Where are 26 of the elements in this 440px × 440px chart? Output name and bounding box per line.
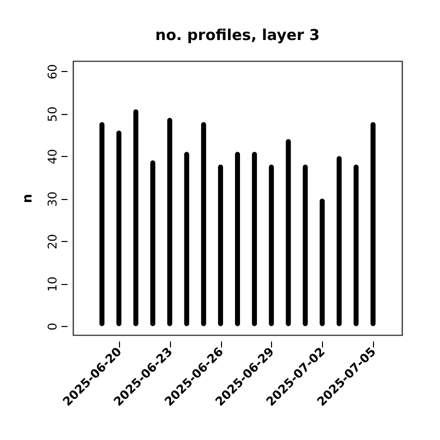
bar [268,164,274,326]
y-tick-label: 0 [46,322,60,330]
bar [286,139,291,326]
bar [370,122,376,326]
y-tick-label: 60 [46,64,60,80]
y-tick-label: 50 [46,106,60,122]
bar [201,122,206,326]
bar [150,160,156,326]
bar [116,130,122,326]
bar [336,156,342,326]
bar [184,152,190,326]
y-tick-label: 10 [46,276,60,292]
bar [354,164,359,326]
bar [133,109,138,326]
y-tick-label: 20 [46,234,60,250]
bar [302,164,308,326]
bar [252,152,257,326]
bar [235,152,240,326]
y-tick-label: 40 [46,149,60,164]
y-tick-label: 30 [46,191,60,207]
bar [99,122,104,326]
bar [320,198,325,326]
bar [218,164,224,326]
bar [167,118,172,326]
chart-title: no. profiles, layer 3 [155,26,320,44]
y-axis-title: n [20,194,36,204]
